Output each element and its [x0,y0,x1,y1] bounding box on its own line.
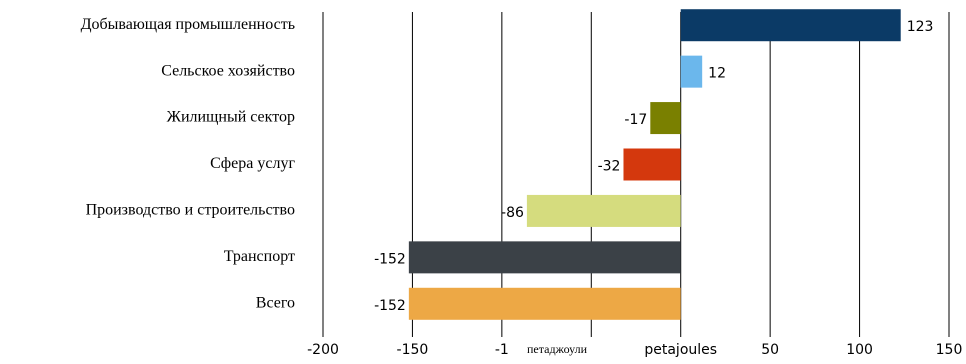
bar [526,194,681,227]
value-label: -32 [598,159,621,175]
bar [408,241,681,274]
bar [408,287,681,320]
y-tick-label: Жилищный сектор [167,109,295,126]
x-tick-label: 50 [761,342,779,358]
value-label: -152 [374,251,406,267]
x-axis-label: петаджоули [527,342,588,356]
x-tick-label: -150 [397,342,429,358]
y-tick-label: Добывающая промышленность [81,16,295,33]
value-label: 12 [708,66,726,82]
y-tick-label: Всего [256,294,295,311]
value-label: 123 [907,19,934,35]
value-label: -17 [624,112,647,128]
x-tick-label: -1 [495,342,509,358]
value-label: -86 [501,205,524,221]
y-tick-label: Сельское хозяйство [161,62,295,79]
bar [650,102,681,135]
y-tick-label: Производство и строительство [86,202,295,219]
value-label: -152 [374,298,406,314]
y-tick-label: Сфера услуг [210,155,295,172]
x-tick-label: petajoules [644,342,717,358]
bar [623,148,681,181]
x-tick-label: 100 [846,342,873,358]
y-tick-label: Транспорт [224,248,295,265]
bar [680,9,901,42]
bar [680,55,703,88]
x-tick-label: -200 [307,342,339,358]
x-tick-label: 150 [936,342,963,358]
